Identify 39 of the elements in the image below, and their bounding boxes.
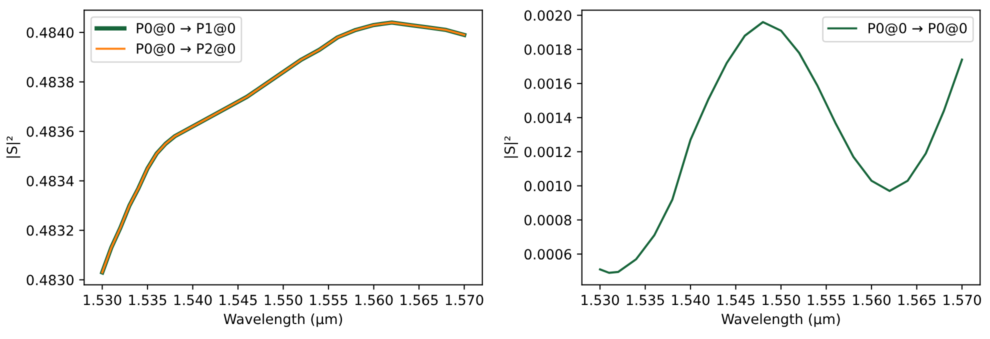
x-tick-label: 1.530: [582, 294, 619, 306]
x-tick-label: 1.555: [808, 294, 845, 306]
x-tick-label: 1.545: [220, 294, 257, 306]
x-tick-label: 1.545: [717, 294, 754, 306]
y-tick-label: 0.4834: [26, 176, 74, 186]
x-tick-label: 1.555: [310, 294, 348, 306]
legend-label: P0@0 → P2@0: [136, 43, 235, 56]
x-tick-label: 1.570: [446, 294, 484, 306]
y-tick-label: 0.4838: [26, 76, 74, 88]
x-axis-title: Wavelength (µm): [721, 313, 840, 327]
y-tick-label: 0.4830: [26, 274, 74, 286]
y-tick-label: 0.0006: [524, 249, 572, 260]
x-tick-label: 1.535: [626, 294, 664, 306]
y-tick-label: 0.0016: [524, 78, 572, 89]
y-tick-label: 0.0018: [524, 44, 572, 55]
x-tick-label: 1.550: [264, 294, 302, 306]
y-tick-label: 0.4840: [26, 27, 74, 38]
x-tick-label: 1.560: [355, 294, 393, 306]
y-tick-label: 0.4836: [26, 126, 74, 137]
y-tick-label: 0.0020: [524, 10, 572, 21]
x-axis-title: Wavelength (µm): [224, 313, 342, 327]
x-tick-label: 1.565: [400, 294, 438, 306]
y-tick-label: 0.0014: [524, 112, 572, 124]
x-tick-label: 1.540: [672, 294, 710, 306]
y-tick-label: 0.0008: [524, 214, 572, 226]
x-tick-label: 1.530: [84, 294, 122, 306]
x-tick-label: 1.570: [944, 294, 981, 306]
x-tick-label: 1.540: [174, 294, 212, 306]
x-tick-label: 1.565: [898, 294, 936, 306]
y-axis-title: |S|²: [504, 136, 518, 158]
x-tick-label: 1.550: [762, 294, 800, 306]
y-tick-label: 0.0012: [524, 146, 571, 158]
x-tick-label: 1.560: [853, 294, 890, 306]
legend-label: P0@0 → P0@0: [868, 22, 967, 36]
y-tick-label: 0.0010: [524, 180, 572, 192]
legend-label: P0@0 → P1@0: [136, 22, 235, 36]
x-tick-label: 1.535: [129, 294, 166, 306]
y-tick-label: 0.4832: [26, 225, 74, 236]
y-axis-title: |S|²: [6, 136, 20, 158]
